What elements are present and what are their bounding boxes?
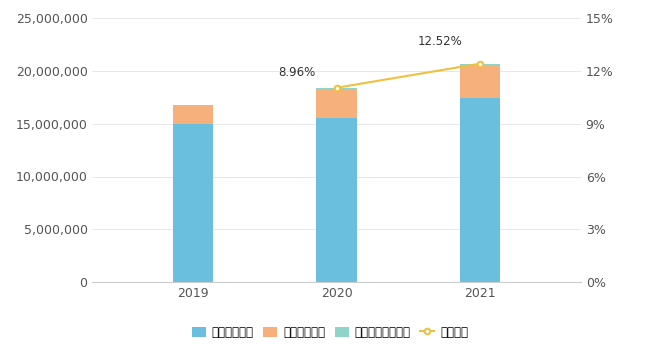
- Bar: [317, 89, 356, 118]
- Bar: [317, 88, 356, 89]
- Bar: [460, 65, 500, 98]
- Text: 8.96%: 8.96%: [278, 66, 315, 79]
- Bar: [460, 98, 500, 282]
- Bar: [173, 105, 213, 106]
- Bar: [317, 118, 356, 282]
- Bar: [173, 106, 213, 124]
- Bar: [173, 124, 213, 282]
- Text: 12.52%: 12.52%: [418, 35, 463, 48]
- Legend: 公立医院终端, 零售药店终端, 公立基层医疗终端, 总增长率: 公立医院终端, 零售药店终端, 公立基层医疗终端, 总增长率: [187, 321, 473, 343]
- Bar: [460, 64, 500, 65]
